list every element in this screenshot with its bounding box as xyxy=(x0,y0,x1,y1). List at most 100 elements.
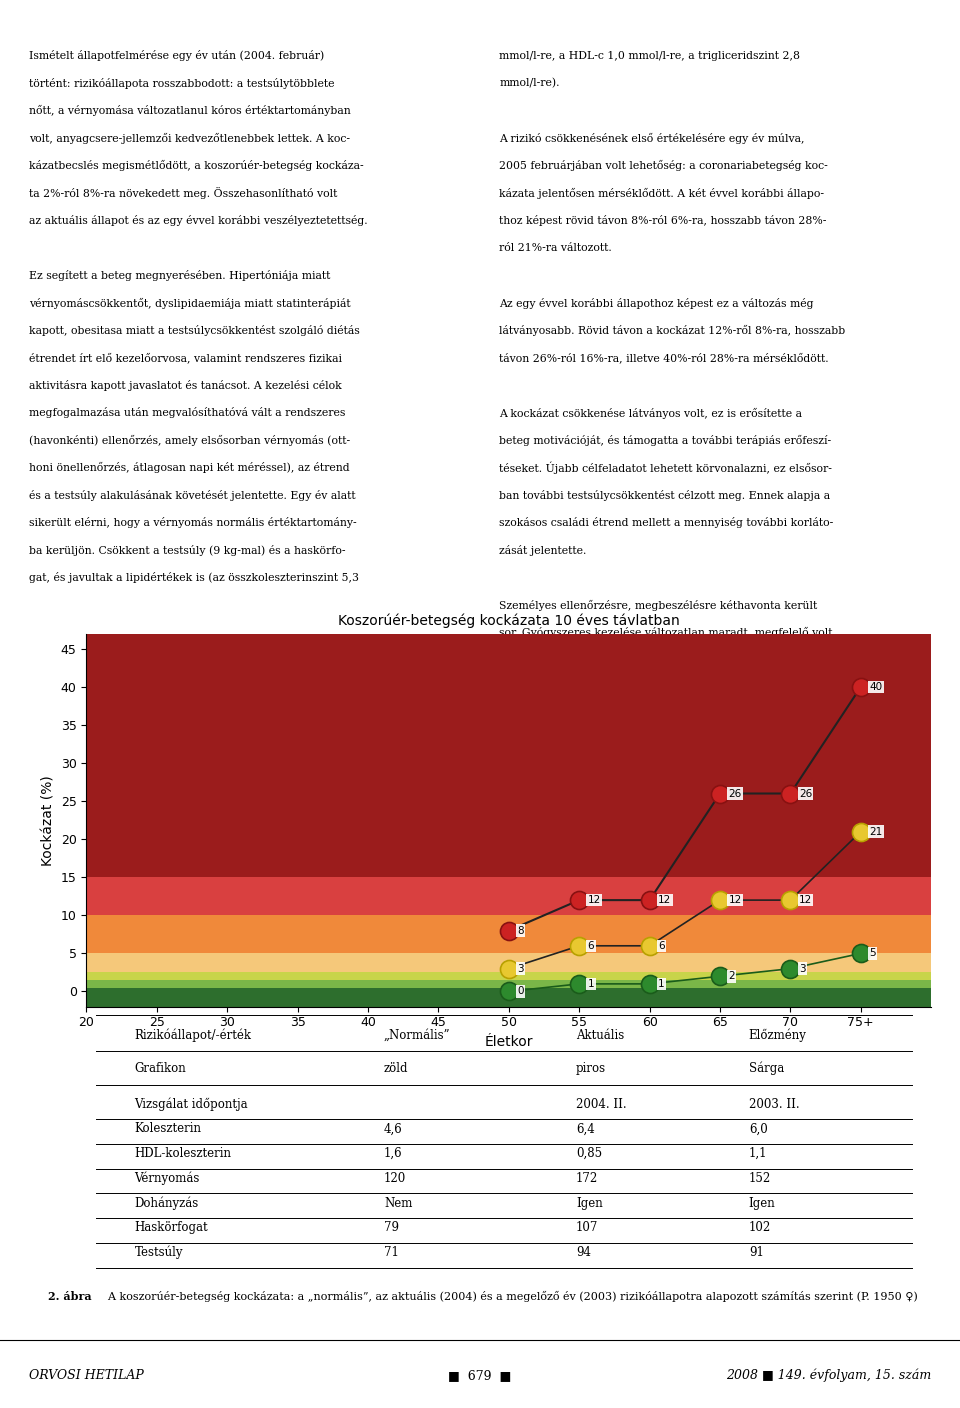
Text: 40: 40 xyxy=(869,681,882,691)
Text: 3: 3 xyxy=(799,963,805,974)
Text: 4,6: 4,6 xyxy=(384,1122,403,1135)
Text: 6: 6 xyxy=(658,941,664,950)
Text: 2004. II.: 2004. II. xyxy=(576,1098,627,1111)
Text: beteg motivációját, és támogatta a további terápiás erőfeszí-: beteg motivációját, és támogatta a továb… xyxy=(499,435,831,446)
Bar xyxy=(86,953,931,973)
Text: 1: 1 xyxy=(588,979,594,988)
Text: Előzmény: Előzmény xyxy=(749,1029,806,1042)
Text: Nem: Nem xyxy=(384,1197,413,1209)
Text: zöld: zöld xyxy=(384,1062,409,1074)
Text: 26: 26 xyxy=(729,788,742,798)
Text: mmol/l-re, a HDL-c 1,0 mmol/l-re, a trigliceridszint 2,8: mmol/l-re, a HDL-c 1,0 mmol/l-re, a trig… xyxy=(499,51,801,61)
Text: 71: 71 xyxy=(384,1246,398,1259)
Text: HDL-koleszterin: HDL-koleszterin xyxy=(134,1148,231,1160)
Text: 21: 21 xyxy=(869,826,882,836)
Text: vérnyomáscsökkentőt, dyslipidaemiája miatt statinterápiát: vérnyomáscsökkentőt, dyslipidaemiája mia… xyxy=(29,297,350,308)
Text: 12: 12 xyxy=(729,895,742,905)
Text: 8: 8 xyxy=(517,925,524,935)
Text: 6,0: 6,0 xyxy=(749,1122,768,1135)
Text: 6,4: 6,4 xyxy=(576,1122,595,1135)
Text: Vizsgálat időpontja: Vizsgálat időpontja xyxy=(134,1097,248,1111)
Text: 172: 172 xyxy=(576,1171,598,1184)
Text: (havonkénti) ellenőrzés, amely elsősorban vérnyomás (ott-: (havonkénti) ellenőrzés, amely elsősorba… xyxy=(29,435,350,446)
Text: piros: piros xyxy=(576,1062,606,1074)
Text: történt: rizikóállapota rosszabbodott: a testsúlytöbblete: történt: rizikóállapota rosszabbodott: a… xyxy=(29,77,334,89)
Text: A kockázat csökkenése látványos volt, ez is erősítette a: A kockázat csökkenése látványos volt, ez… xyxy=(499,407,803,418)
Text: mmol/l-re).: mmol/l-re). xyxy=(499,79,560,89)
Text: Haskörfogat: Haskörfogat xyxy=(134,1221,208,1235)
Text: 79: 79 xyxy=(384,1221,399,1235)
Text: A koszorúér-betegség kockázata: a „normális”, az aktuális (2004) és a megelőző é: A koszorúér-betegség kockázata: a „normá… xyxy=(101,1291,918,1302)
Text: ta 2%-ról 8%-ra növekedett meg. Összehasonlítható volt: ta 2%-ról 8%-ra növekedett meg. Összehas… xyxy=(29,187,337,200)
Text: Igen: Igen xyxy=(576,1197,603,1209)
Text: ban további testsúlycsökkentést célzott meg. Ennek alapja a: ban további testsúlycsökkentést célzott … xyxy=(499,490,830,501)
Text: 1: 1 xyxy=(658,979,664,988)
Text: Igen: Igen xyxy=(749,1197,776,1209)
Text: 12: 12 xyxy=(799,895,812,905)
Text: Koleszterin: Koleszterin xyxy=(134,1122,202,1135)
Text: 12: 12 xyxy=(658,895,671,905)
Text: zását jelentette.: zását jelentette. xyxy=(499,545,587,556)
Text: Testsúly: Testsúly xyxy=(134,1246,183,1259)
X-axis label: Életkor: Életkor xyxy=(485,1035,533,1049)
Text: 1,1: 1,1 xyxy=(749,1148,767,1160)
Text: sor. Gyógyszeres kezelése változatlan maradt, megfelelő volt: sor. Gyógyszeres kezelése változatlan ma… xyxy=(499,627,832,638)
Text: honi önellenőrzés, átlagosan napi két méréssel), az étrend: honi önellenőrzés, átlagosan napi két mé… xyxy=(29,462,349,473)
Text: 102: 102 xyxy=(749,1221,771,1235)
Text: Sárga: Sárga xyxy=(749,1062,784,1076)
Text: Aktuális: Aktuális xyxy=(576,1029,624,1042)
Text: 5: 5 xyxy=(869,949,876,959)
Text: volt, anyagcsere-jellemzői kedvezőtlenebbek lettek. A koc-: volt, anyagcsere-jellemzői kedvezőtleneb… xyxy=(29,132,349,144)
Text: 120: 120 xyxy=(384,1171,406,1184)
Text: Vérnyomás: Vérnyomás xyxy=(134,1171,200,1186)
Text: 94: 94 xyxy=(576,1246,591,1259)
Text: Grafikon: Grafikon xyxy=(134,1062,186,1074)
Text: thoz képest rövid távon 8%-ról 6%-ra, hosszabb távon 28%-: thoz képest rövid távon 8%-ról 6%-ra, ho… xyxy=(499,215,827,227)
Text: kázatbecslés megismétlődött, a koszorúér-betegség kockáza-: kázatbecslés megismétlődött, a koszorúér… xyxy=(29,161,364,172)
Text: és a testsúly alakulásának követését jelentette. Egy év alatt: és a testsúly alakulásának követését jel… xyxy=(29,490,355,501)
Text: megfogalmazása után megvalósíthatóvá vált a rendszeres: megfogalmazása után megvalósíthatóvá vál… xyxy=(29,407,346,418)
Text: 2003. II.: 2003. II. xyxy=(749,1098,800,1111)
Text: Dohányzás: Dohányzás xyxy=(134,1197,199,1209)
Bar xyxy=(86,980,931,987)
Text: Az egy évvel korábbi állapothoz képest ez a változás még: Az egy évvel korábbi állapothoz képest e… xyxy=(499,297,814,308)
Text: 107: 107 xyxy=(576,1221,598,1235)
Text: távon 26%-ról 16%-ra, illetve 40%-ról 28%-ra mérséklődött.: távon 26%-ról 16%-ra, illetve 40%-ról 28… xyxy=(499,352,828,363)
Text: 0: 0 xyxy=(517,987,524,997)
Text: Ez segített a beteg megnyerésében. Hipertóniája miatt: Ez segített a beteg megnyerésében. Hiper… xyxy=(29,270,330,282)
Bar xyxy=(86,877,931,915)
Text: 2008 ■ 149. évfolyam, 15. szám: 2008 ■ 149. évfolyam, 15. szám xyxy=(726,1369,931,1383)
Text: az aktuális állapot és az egy évvel korábbi veszélyeztetettség.: az aktuális állapot és az egy évvel korá… xyxy=(29,215,368,227)
Text: 26: 26 xyxy=(799,788,812,798)
Text: sikerült elérni, hogy a vérnyomás normális értéktartomány-: sikerült elérni, hogy a vérnyomás normál… xyxy=(29,517,356,528)
Text: Személyes ellenőrzésre, megbeszélésre kéthavonta került: Személyes ellenőrzésre, megbeszélésre ké… xyxy=(499,600,818,611)
Bar xyxy=(86,915,931,953)
Text: 2005 februárjában volt lehetőség: a coronariabetegség koc-: 2005 februárjában volt lehetőség: a coro… xyxy=(499,161,828,172)
Bar xyxy=(86,973,931,980)
Text: 12: 12 xyxy=(588,895,601,905)
Text: 0,85: 0,85 xyxy=(576,1148,602,1160)
Title: Koszorúér-betegség kockázata 10 éves távlatban: Koszorúér-betegség kockázata 10 éves táv… xyxy=(338,614,680,628)
Bar xyxy=(86,987,931,1007)
Text: 2. ábra: 2. ábra xyxy=(48,1291,91,1302)
Text: Rizikóállapot/-érték: Rizikóállapot/-érték xyxy=(134,1029,252,1042)
Text: 6: 6 xyxy=(588,941,594,950)
Text: az étrend betartása is.: az étrend betartása is. xyxy=(499,655,622,665)
Text: ról 21%-ra változott.: ról 21%-ra változott. xyxy=(499,244,612,253)
Text: étrendet írt elő kezelőorvosa, valamint rendszeres fizikai: étrendet írt elő kezelőorvosa, valamint … xyxy=(29,352,342,363)
Text: ■  679  ■: ■ 679 ■ xyxy=(448,1369,512,1383)
Text: „Normális”: „Normális” xyxy=(384,1029,450,1042)
Text: 152: 152 xyxy=(749,1171,771,1184)
Text: látványosabb. Rövid távon a kockázat 12%-ről 8%-ra, hosszabb: látványosabb. Rövid távon a kockázat 12%… xyxy=(499,325,846,337)
Text: 3: 3 xyxy=(517,963,524,974)
Text: 2: 2 xyxy=(729,972,735,981)
Text: gat, és javultak a lipidértékek is (az összkoleszterinszint 5,3: gat, és javultak a lipidértékek is (az ö… xyxy=(29,572,359,583)
Text: nőtt, a vérnyomása változatlanul kóros értéktartományban: nőtt, a vérnyomása változatlanul kóros é… xyxy=(29,106,350,117)
Text: Ismételt állapotfelmérése egy év után (2004. február): Ismételt állapotfelmérése egy év után (2… xyxy=(29,51,324,62)
Text: aktivitásra kapott javaslatot és tanácsot. A kezelési célok: aktivitásra kapott javaslatot és tanácso… xyxy=(29,380,342,391)
Text: szokásos családi étrend mellett a mennyiség további korláto-: szokásos családi étrend mellett a mennyi… xyxy=(499,517,833,528)
Text: kapott, obesitasa miatt a testsúlycsökkentést szolgáló diétás: kapott, obesitasa miatt a testsúlycsökke… xyxy=(29,325,360,337)
Text: ba kerüljön. Csökkent a testsúly (9 kg-mal) és a haskörfo-: ba kerüljön. Csökkent a testsúly (9 kg-m… xyxy=(29,545,346,556)
Text: kázata jelentősen mérséklődött. A két évvel korábbi állapo-: kázata jelentősen mérséklődött. A két év… xyxy=(499,187,825,199)
Text: 1,6: 1,6 xyxy=(384,1148,402,1160)
